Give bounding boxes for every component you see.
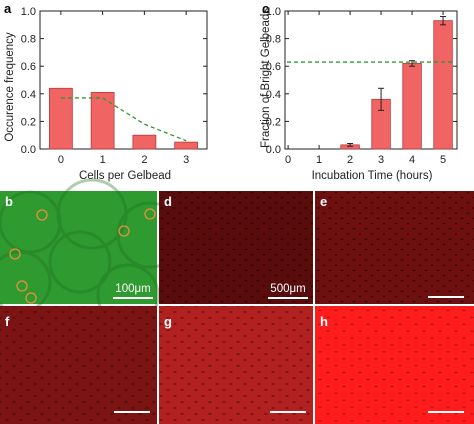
bar-c-5: [433, 20, 453, 150]
micrograph-g: g: [159, 306, 313, 424]
panel-letter-g: g: [164, 314, 172, 329]
y-tick-label-c-5: 1.0: [266, 6, 281, 18]
x-tick-label-c-4: 4: [409, 154, 415, 166]
y-tick-label-c-1: 0.2: [266, 116, 281, 128]
scale-bar-h: [428, 411, 464, 413]
chart-a: a Occurence frequency Cells per Gelbead …: [4, 1, 208, 182]
y-tick-label-a-2: 0.4: [21, 89, 36, 101]
panel-letter-b: b: [5, 194, 13, 209]
y-tick-label-a-4: 0.8: [21, 34, 36, 46]
y-tick-label-c-3: 0.6: [266, 61, 281, 73]
y-tick-label-a-0: 0.0: [21, 144, 36, 156]
dashed-fit-line-a: [60, 97, 187, 142]
y-tick-label-c-4: 0.8: [266, 34, 281, 46]
x-axis-label-c: Incubation Time (hours): [312, 170, 433, 182]
plot-frame-a: [39, 10, 208, 150]
x-tick-label-a-2: 2: [141, 154, 147, 166]
scale-bar-f: [114, 411, 150, 413]
y-tick-label-a-3: 0.6: [21, 61, 36, 73]
x-tick-label-c-5: 5: [440, 154, 446, 166]
scale-bar-g: [270, 411, 306, 413]
y-tick-label-c-0: 0.0: [266, 144, 281, 156]
x-tick-label-c-0: 0: [285, 154, 291, 166]
bar-a-3: [174, 141, 199, 150]
scale-bar-e: [428, 296, 464, 298]
y-axis-label-a: Occurence frequency: [4, 32, 16, 142]
x-tick-label-a-0: 0: [58, 154, 64, 166]
y-tick-label-a-5: 1.0: [21, 6, 36, 18]
scale-label-d: 500μm: [270, 283, 305, 295]
y-tick-label-c-2: 0.4: [266, 89, 281, 101]
micrograph-e: e: [315, 191, 474, 304]
scale-label-b: 100μm: [115, 283, 150, 295]
bar-a-1: [90, 92, 115, 150]
panel-letter-f: f: [5, 314, 10, 329]
micrograph-f: f: [0, 306, 157, 424]
y-axis-label-c: Fraction of Bright Gelbeads: [260, 8, 272, 148]
panel-letter-c: c: [262, 1, 269, 16]
x-tick-label-a-1: 1: [100, 154, 106, 166]
bar-a-0: [48, 87, 73, 150]
x-tick-label-c-2: 2: [347, 154, 353, 166]
bar-c-4: [402, 63, 422, 150]
micrograph-d: d 500μm: [159, 191, 313, 304]
x-tick-label-c-1: 1: [316, 154, 322, 166]
panel-letter-a: a: [4, 1, 12, 16]
y-tick-label-a-1: 0.2: [21, 116, 36, 128]
chart-c: c Fraction of Bright Gelbeads Incubation…: [260, 1, 458, 182]
x-axis-label-a: Cells per Gelbead: [79, 170, 171, 182]
plot-frame-c: [284, 10, 458, 150]
x-tick-label-a-3: 3: [183, 154, 189, 166]
panel-letter-d: d: [164, 194, 172, 209]
bar-a-2: [132, 134, 157, 150]
micrograph-h: h: [315, 306, 474, 424]
panel-letter-e: e: [320, 194, 327, 209]
x-tick-label-c-3: 3: [378, 154, 384, 166]
panel-letter-h: h: [320, 314, 328, 329]
highlighted-cells: [9, 208, 156, 304]
micrograph-b: b 100μm: [0, 178, 184, 327]
scale-bar-b: [113, 297, 153, 299]
scale-bar-d: [268, 297, 308, 299]
